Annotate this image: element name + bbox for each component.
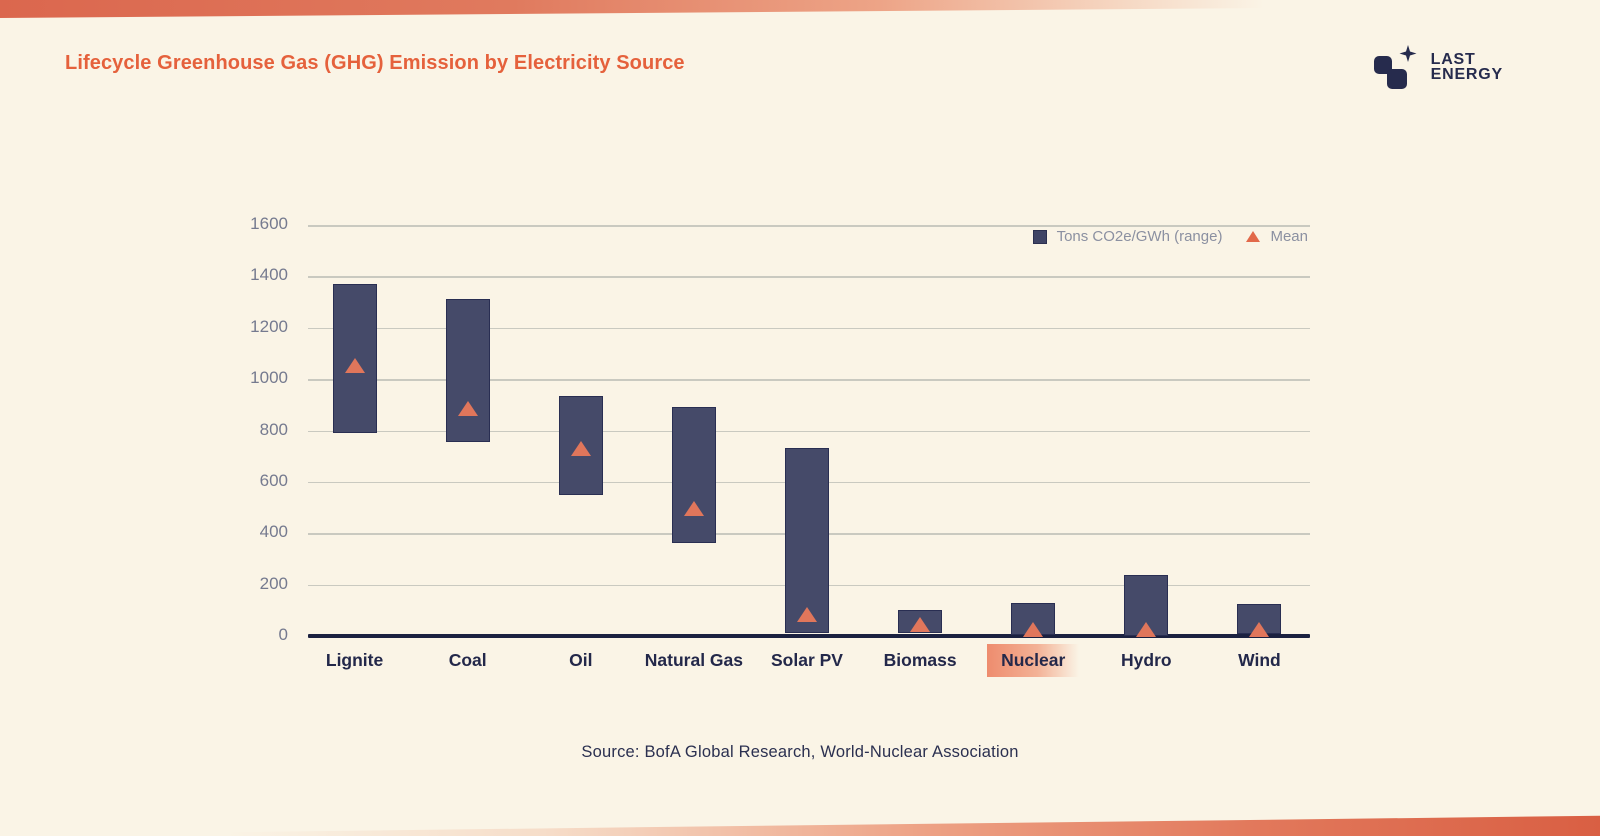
mean-marker-solar-pv: [797, 607, 817, 623]
category-label-lignite: Lignite: [298, 641, 411, 679]
y-axis-label-400: 400: [259, 522, 288, 542]
y-axis-label-600: 600: [259, 470, 288, 490]
gridline-800: [308, 430, 1310, 432]
last-energy-logo-icon: [1373, 45, 1417, 89]
source-attribution: Source: BofA Global Research, World-Nucl…: [581, 743, 1019, 761]
category-label-text: Solar PV: [771, 649, 843, 670]
category-label-natural-gas: Natural Gas: [637, 641, 750, 679]
category-label-text: Wind: [1238, 649, 1281, 670]
mean-marker-wind: [1249, 622, 1270, 638]
category-label-text: Lignite: [325, 649, 384, 670]
range-legend-label: Tons CO2e/GWh (range): [1056, 228, 1223, 245]
logo-line2: ENERGY: [1430, 66, 1503, 83]
y-axis-label-0: 0: [278, 625, 288, 644]
category-label-text: Hydro: [1121, 649, 1172, 670]
mean-marker-biomass: [910, 617, 931, 633]
mean-legend-triangle-icon: [1246, 231, 1261, 242]
category-label-hydro: Hydro: [1090, 641, 1203, 679]
mean-marker-hydro: [1136, 622, 1157, 638]
category-label-text: Coal: [448, 649, 487, 670]
logo-text: LAST ENERGY: [1430, 50, 1503, 83]
category-label-coal: Coal: [411, 641, 524, 679]
mean-legend-label: Mean: [1270, 228, 1308, 245]
category-label-oil: Oil: [524, 641, 637, 679]
mean-marker-coal: [457, 400, 478, 416]
gridline-1200: [308, 327, 1310, 330]
mean-marker-natural-gas: [683, 500, 704, 516]
y-axis-label-1200: 1200: [250, 316, 288, 336]
category-label-text: Nuclear: [987, 643, 1080, 677]
range-bar-natural-gas: [671, 407, 716, 543]
category-label-biomass: Biomass: [864, 641, 977, 679]
mean-marker-nuclear: [1023, 621, 1044, 637]
range-legend-swatch-icon: [1032, 229, 1047, 244]
mean-marker-lignite: [344, 358, 365, 374]
gridline-1400: [308, 276, 1310, 278]
category-label-wind: Wind: [1203, 641, 1316, 679]
range-bar-solar-pv: [785, 448, 829, 633]
logo-line1: LAST: [1430, 50, 1476, 68]
mean-marker-oil: [570, 440, 591, 456]
category-label-nuclear: Nuclear: [977, 641, 1090, 679]
y-axis-label-200: 200: [259, 573, 288, 593]
gridline-1000: [308, 379, 1310, 381]
chart-legend: Tons CO2e/GWh (range) Mean: [1032, 228, 1308, 245]
sparkle-icon: [1399, 45, 1417, 62]
y-axis-label-1000: 1000: [250, 368, 288, 388]
range-bar-coal: [445, 299, 490, 442]
y-axis-label-1400: 1400: [250, 265, 288, 285]
category-label-solar-pv: Solar PV: [750, 641, 863, 679]
y-axis-label-1600: 1600: [250, 214, 288, 233]
category-label-text: Natural Gas: [644, 649, 743, 670]
y-axis-label-800: 800: [259, 419, 288, 439]
gridline-1600: [308, 225, 1310, 227]
category-label-text: Oil: [569, 649, 593, 670]
x-axis-baseline: [308, 634, 1310, 638]
last-energy-logo: LAST ENERGY: [1372, 44, 1503, 90]
page-title: Lifecycle Greenhouse Gas (GHG) Emission …: [65, 52, 685, 74]
range-bar-nuclear: [1011, 602, 1056, 636]
category-label-text: Biomass: [883, 649, 957, 670]
